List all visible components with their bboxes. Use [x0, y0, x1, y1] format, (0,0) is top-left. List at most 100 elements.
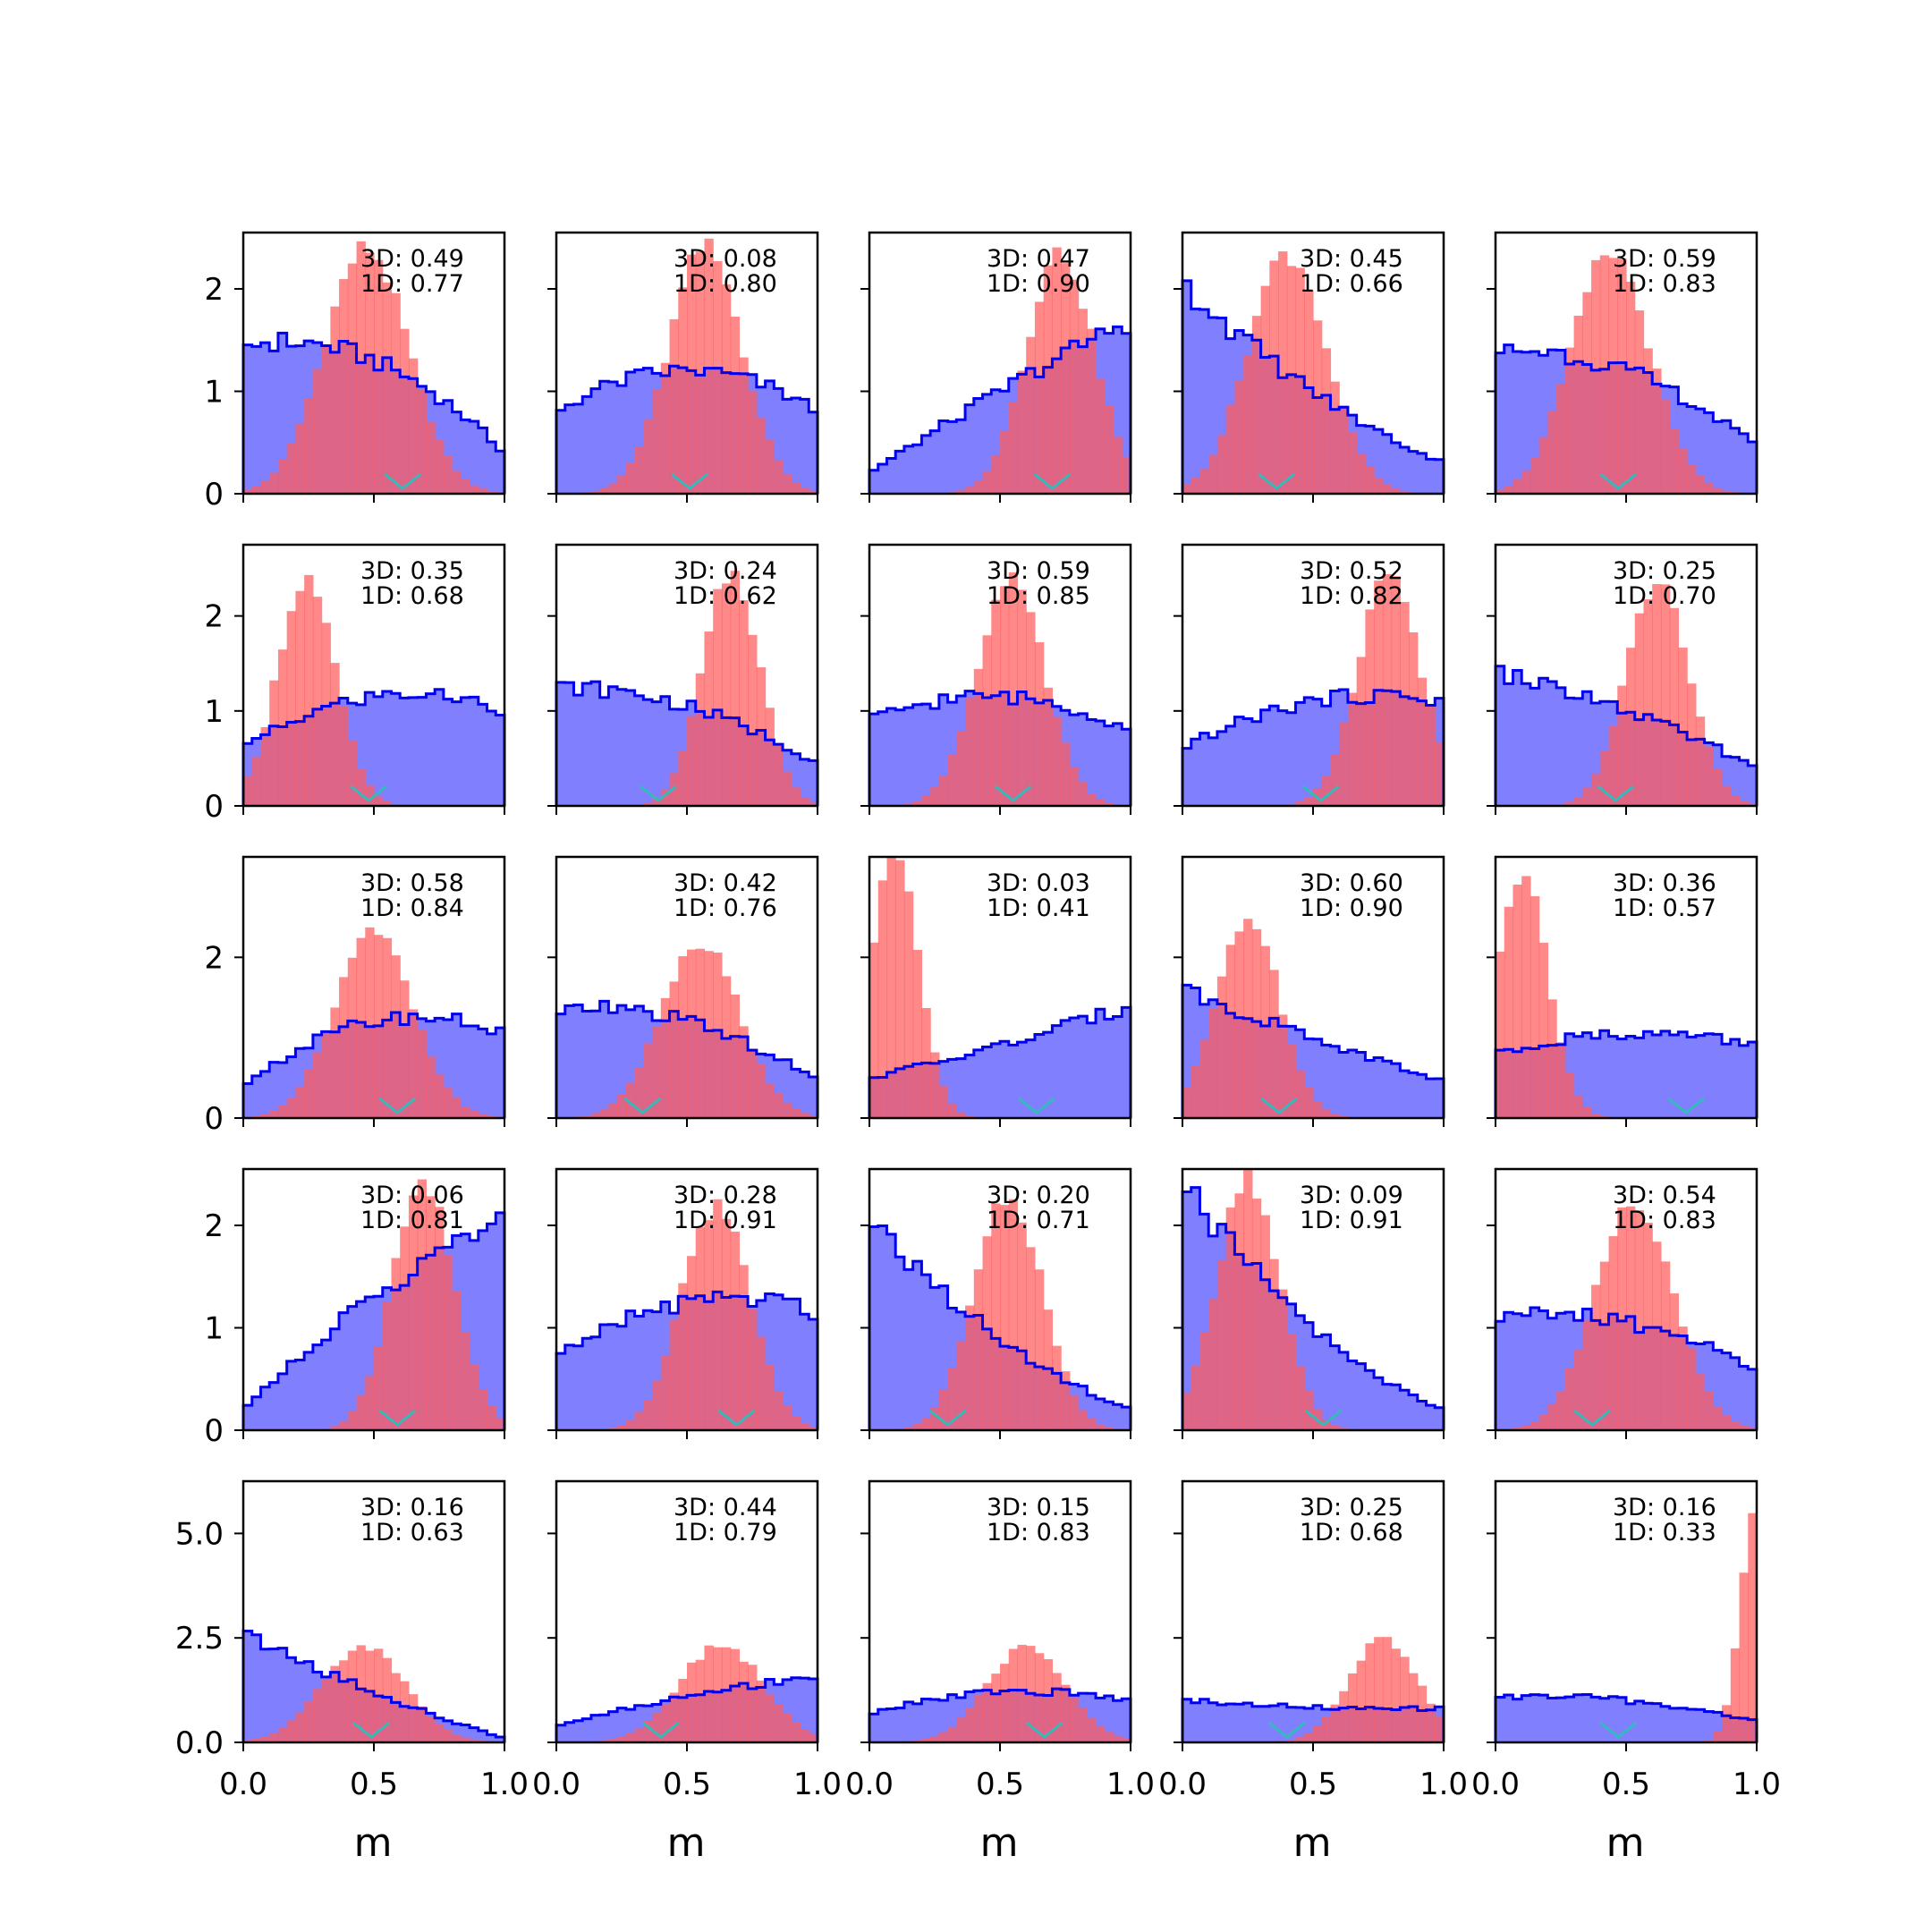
red-histogram-bar	[1564, 347, 1575, 494]
red-histogram-bar	[1216, 435, 1227, 494]
y-tick-label: 0	[204, 477, 224, 513]
blue-histogram-bar	[930, 1287, 940, 1430]
blue-histogram-bar	[277, 1373, 288, 1430]
blue-histogram-bar	[608, 1324, 618, 1430]
blue-histogram-bar	[1191, 1187, 1201, 1430]
red-histogram-bar	[774, 1704, 784, 1742]
blue-histogram-bar	[1556, 687, 1566, 806]
red-histogram-bar	[1530, 1421, 1540, 1430]
blue-histogram-bar	[895, 1707, 905, 1742]
red-histogram-bar	[1043, 687, 1053, 806]
marker-chevron	[1599, 472, 1638, 490]
red-histogram-bar	[1564, 1072, 1575, 1118]
blue-histogram-bar	[295, 345, 305, 494]
blue-histogram-bar	[617, 1005, 627, 1118]
red-histogram-bar	[1722, 490, 1732, 494]
blue-histogram-bar	[1199, 1214, 1209, 1430]
blue-histogram-bar	[1504, 1695, 1514, 1742]
blue-histogram-bar	[765, 380, 775, 494]
red-histogram-bar	[748, 1048, 758, 1118]
red-histogram-bar	[617, 475, 627, 494]
red-histogram-bar	[1521, 876, 1531, 1118]
red-histogram-bar	[1096, 1424, 1106, 1430]
red-histogram-bar	[1061, 263, 1071, 494]
red-histogram-bar	[461, 1737, 470, 1742]
blue-histogram-step-line	[555, 1290, 819, 1430]
red-histogram-bar	[1096, 799, 1106, 806]
red-histogram-bar	[1104, 1732, 1114, 1742]
blue-histogram-bar	[312, 1344, 323, 1430]
red-histogram-bar	[687, 949, 697, 1118]
red-histogram-bar	[1286, 1044, 1297, 1118]
red-histogram-bar	[678, 750, 688, 806]
red-histogram-bar	[721, 583, 732, 806]
blue-histogram-step-line	[868, 1005, 1132, 1118]
red-histogram-bar	[634, 1067, 644, 1118]
blue-histogram-bar	[869, 1226, 879, 1430]
red-histogram-bar	[1087, 1418, 1097, 1430]
blue-histogram-bar	[1417, 1074, 1428, 1118]
red-histogram-bar	[1182, 1088, 1192, 1118]
blue-histogram-bar	[1374, 1377, 1384, 1430]
blue-histogram-bar	[260, 343, 270, 494]
blue-histogram-bar	[1687, 406, 1697, 494]
red-histogram-bar	[470, 1739, 479, 1742]
red-histogram-bar	[582, 1115, 592, 1118]
red-histogram-bar	[1582, 1320, 1592, 1430]
blue-histogram-bar	[660, 696, 671, 806]
panel-annotation: 3D: 0.60	[1300, 869, 1403, 897]
blue-histogram-bar	[1182, 985, 1192, 1118]
red-histogram-bar	[1591, 773, 1601, 806]
blue-histogram-bar	[783, 399, 792, 494]
blue-histogram-bar	[1739, 433, 1749, 494]
blue-histogram-bar	[1278, 1703, 1288, 1742]
red-histogram-bar	[1722, 1705, 1732, 1742]
red-histogram-bar	[800, 1113, 809, 1118]
blue-histogram-bar	[269, 1382, 279, 1430]
red-histogram-bar	[1295, 1070, 1305, 1118]
blue-histogram-step-line	[555, 999, 819, 1118]
red-histogram-bar	[1634, 310, 1645, 494]
red-histogram-bar	[973, 480, 984, 494]
red-histogram-bar	[643, 1720, 653, 1742]
blue-histogram-bar	[1695, 1709, 1706, 1742]
blue-histogram-bar	[590, 1715, 601, 1742]
blue-histogram-bar	[243, 1083, 253, 1118]
red-histogram-bar	[765, 439, 775, 494]
red-histogram-bar	[321, 1030, 331, 1118]
red-histogram-bar	[461, 479, 470, 494]
red-histogram-bar	[339, 977, 349, 1118]
blue-histogram-bar	[895, 1257, 905, 1430]
red-histogram-bar	[391, 955, 401, 1118]
red-histogram-bar	[1582, 292, 1592, 494]
red-histogram-bar	[1713, 487, 1723, 494]
blue-histogram-bar	[564, 1005, 575, 1118]
blue-histogram-bar	[1113, 1700, 1123, 1742]
red-histogram-bar	[1286, 1334, 1297, 1430]
blue-histogram-bar	[461, 1724, 470, 1742]
red-histogram-bar	[965, 1707, 975, 1742]
marker-chevron	[1301, 784, 1340, 802]
blue-histogram-bar	[590, 682, 601, 806]
red-histogram-bar	[1304, 1733, 1314, 1742]
blue-histogram-bar	[869, 714, 879, 806]
red-histogram-bar	[930, 787, 940, 806]
red-histogram-bar	[1669, 1293, 1679, 1430]
red-histogram-bar	[286, 1719, 296, 1742]
red-histogram-bar	[1547, 1404, 1557, 1430]
red-histogram-bar	[652, 1027, 662, 1118]
y-tick-label: 2	[204, 272, 224, 308]
blue-histogram-bar	[564, 682, 575, 806]
blue-histogram-bar	[599, 697, 609, 806]
red-histogram-bar	[365, 252, 375, 494]
panel-annotation: 1D: 0.79	[674, 1519, 777, 1546]
red-histogram-bar	[903, 891, 914, 1118]
red-histogram-bar	[748, 634, 758, 806]
panel-annotation: 1D: 0.41	[987, 894, 1090, 922]
blue-histogram-bar	[599, 1001, 609, 1118]
red-histogram-bar	[312, 1689, 323, 1742]
